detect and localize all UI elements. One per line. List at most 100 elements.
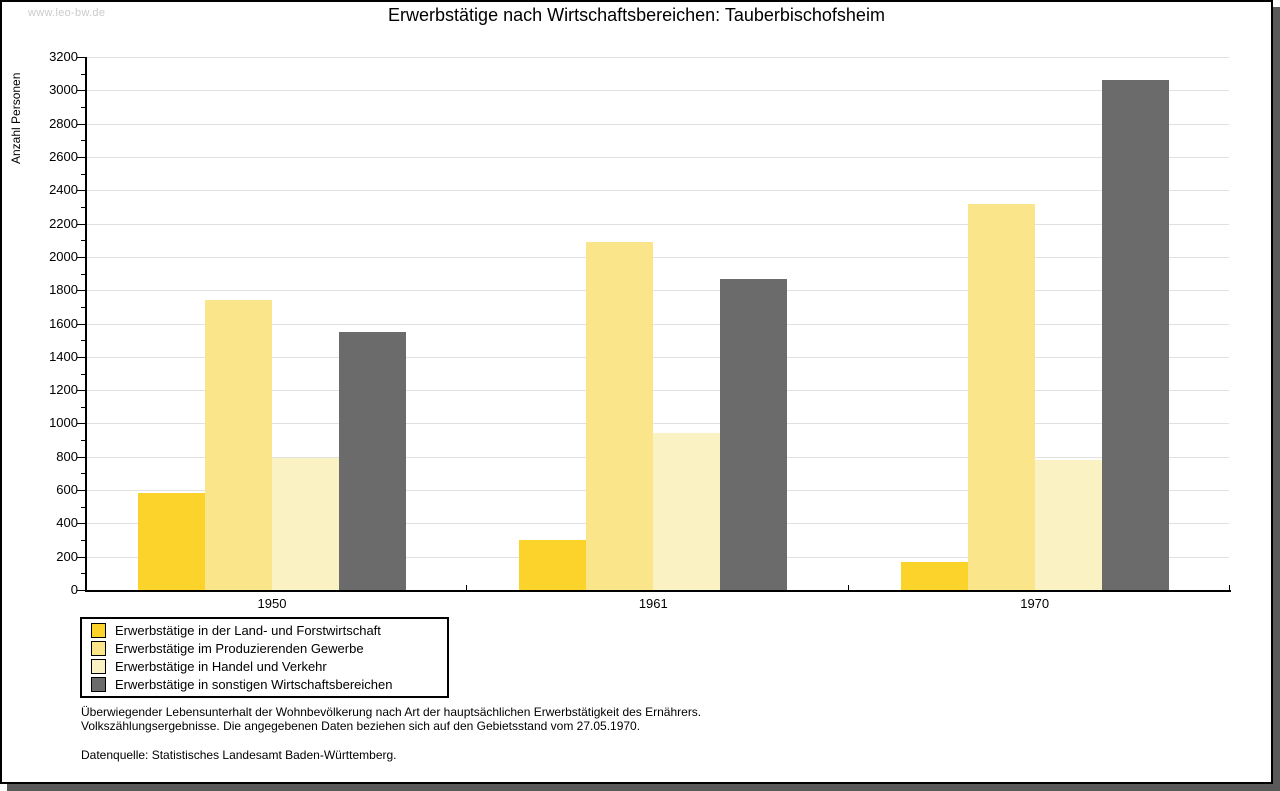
legend-item-handel-verkehr: Erwerbstätige in Handel und Verkehr — [91, 658, 441, 676]
y-tick-200 — [77, 556, 85, 558]
gridline-1000 — [85, 423, 1229, 425]
y-tick-1300 — [81, 373, 85, 375]
bar-1950-series-0 — [138, 493, 205, 590]
y-tick-label-0: 0 — [70, 582, 78, 597]
y-tick-1400 — [77, 356, 85, 358]
y-tick-1500 — [81, 340, 85, 342]
bar-1950-series-1 — [205, 300, 272, 590]
y-tick-300 — [81, 540, 85, 541]
gridline-2800 — [85, 123, 1229, 125]
gridline-2400 — [85, 190, 1229, 192]
y-tick-2300 — [81, 206, 85, 208]
gridline-1800 — [85, 290, 1229, 292]
y-tick-900 — [81, 440, 85, 442]
legend-label: Erwerbstätige im Produzierenden Gewerbe — [115, 641, 364, 657]
bar-1970-series-0 — [900, 561, 968, 590]
bar-1970-series-3 — [1101, 80, 1169, 590]
legend-swatch-handel-verkehr-icon — [91, 658, 106, 674]
x-boundary-tick-2 — [847, 585, 849, 590]
legend-label: Erwerbstätige in Handel und Verkehr — [115, 658, 327, 674]
bar-1970-series-2 — [1034, 460, 1102, 590]
x-tick-label-1950: 1950 — [257, 596, 287, 611]
y-tick-3000 — [77, 90, 85, 92]
gridline-3200 — [85, 57, 1229, 58]
y-tick-2200 — [77, 223, 85, 225]
y-tick-2900 — [81, 107, 85, 108]
footnote-text: Überwiegender Lebensunterhalt der Wohnbe… — [81, 705, 702, 733]
chart-canvas: www.leo-bw.de Erwerbstätige nach Wirtsch… — [2, 2, 1271, 782]
legend-item-sonstige-wirtschaftsbereiche: Erwerbstätige in sonstigen Wirtschaftsbe… — [91, 675, 441, 693]
y-tick-1100 — [81, 406, 85, 408]
bar-1970-series-1 — [967, 203, 1035, 590]
y-tick-500 — [81, 506, 85, 508]
y-tick-label-1600: 1600 — [49, 315, 78, 331]
gridline-2200 — [85, 223, 1229, 225]
y-tick-2800 — [77, 123, 85, 125]
y-tick-label-3200: 3200 — [49, 49, 78, 64]
bar-1961-series-1 — [586, 241, 654, 590]
x-boundary-tick-1 — [466, 585, 468, 590]
y-tick-1000 — [77, 423, 85, 425]
y-tick-1900 — [81, 273, 85, 275]
y-tick-2000 — [77, 256, 85, 258]
legend: Erwerbstätige in der Land- und Forstwirt… — [80, 617, 449, 698]
y-tick-label-1000: 1000 — [49, 415, 78, 431]
y-tick-label-1800: 1800 — [49, 282, 78, 298]
gridline-2600 — [85, 156, 1229, 158]
y-tick-label-1200: 1200 — [49, 382, 78, 398]
legend-swatch-sonstige-wirtschaftsbereiche-icon — [91, 676, 106, 692]
y-tick-label-600: 600 — [56, 482, 78, 498]
y-tick-1700 — [81, 306, 85, 308]
bar-1961-series-2 — [653, 433, 721, 590]
legend-label: Erwerbstätige in der Land- und Forstwirt… — [115, 623, 381, 639]
x-tick-label-1970: 1970 — [1020, 596, 1050, 611]
y-tick-label-2600: 2600 — [49, 148, 78, 164]
legend-label: Erwerbstätige in sonstigen Wirtschaftsbe… — [115, 676, 393, 692]
y-tick-1800 — [77, 290, 85, 292]
y-tick-label-2000: 2000 — [49, 248, 78, 264]
legend-swatch-produzierendes-gewerbe-icon — [91, 641, 106, 657]
y-tick-1600 — [77, 323, 85, 325]
y-tick-2400 — [77, 190, 85, 192]
y-tick-2700 — [81, 140, 85, 142]
y-tick-800 — [77, 456, 85, 458]
y-tick-label-200: 200 — [56, 548, 78, 564]
y-tick-label-1400: 1400 — [49, 348, 78, 364]
y-tick-2600 — [77, 156, 85, 158]
gridline-2000 — [85, 256, 1229, 258]
footnote-line-2: Volkszählungsergebnisse. Die angegebenen… — [81, 718, 641, 733]
y-tick-0 — [77, 590, 85, 591]
y-tick-400 — [77, 523, 85, 525]
chart-title: Erwerbstätige nach Wirtschaftsbereichen:… — [388, 5, 885, 25]
legend-item-produzierendes-gewerbe: Erwerbstätige im Produzierenden Gewerbe — [91, 640, 441, 658]
x-boundary-tick-3 — [1229, 585, 1230, 590]
data-source-text: Datenquelle: Statistisches Landesamt Bad… — [81, 748, 397, 762]
x-tick-label-1961: 1961 — [638, 596, 668, 611]
y-tick-label-2800: 2800 — [49, 115, 78, 131]
y-tick-2500 — [81, 173, 85, 175]
y-tick-3100 — [81, 73, 85, 75]
bar-1961-series-3 — [720, 278, 788, 590]
footnote-line-1: Überwiegender Lebensunterhalt der Wohnbe… — [81, 705, 702, 719]
y-tick-label-2400: 2400 — [49, 182, 78, 198]
gridline-1400 — [85, 356, 1229, 358]
legend-swatch-land-forstwirtschaft-icon — [91, 623, 106, 639]
y-tick-label-400: 400 — [56, 515, 78, 531]
bar-1950-series-2 — [272, 458, 339, 590]
x-axis-line — [85, 590, 1231, 592]
y-tick-600 — [77, 490, 85, 492]
y-tick-label-2200: 2200 — [49, 215, 78, 231]
y-tick-1200 — [77, 390, 85, 392]
y-axis-line — [85, 57, 87, 592]
gridline-1600 — [85, 323, 1229, 325]
y-tick-label-3000: 3000 — [49, 82, 78, 98]
gridline-1200 — [85, 390, 1229, 392]
bar-1950-series-3 — [339, 331, 406, 590]
y-tick-label-800: 800 — [56, 448, 78, 464]
y-tick-100 — [81, 573, 85, 575]
y-tick-700 — [81, 473, 85, 475]
watermark: www.leo-bw.de — [28, 7, 106, 19]
y-tick-3200 — [77, 57, 85, 58]
bar-1961-series-0 — [519, 540, 587, 590]
